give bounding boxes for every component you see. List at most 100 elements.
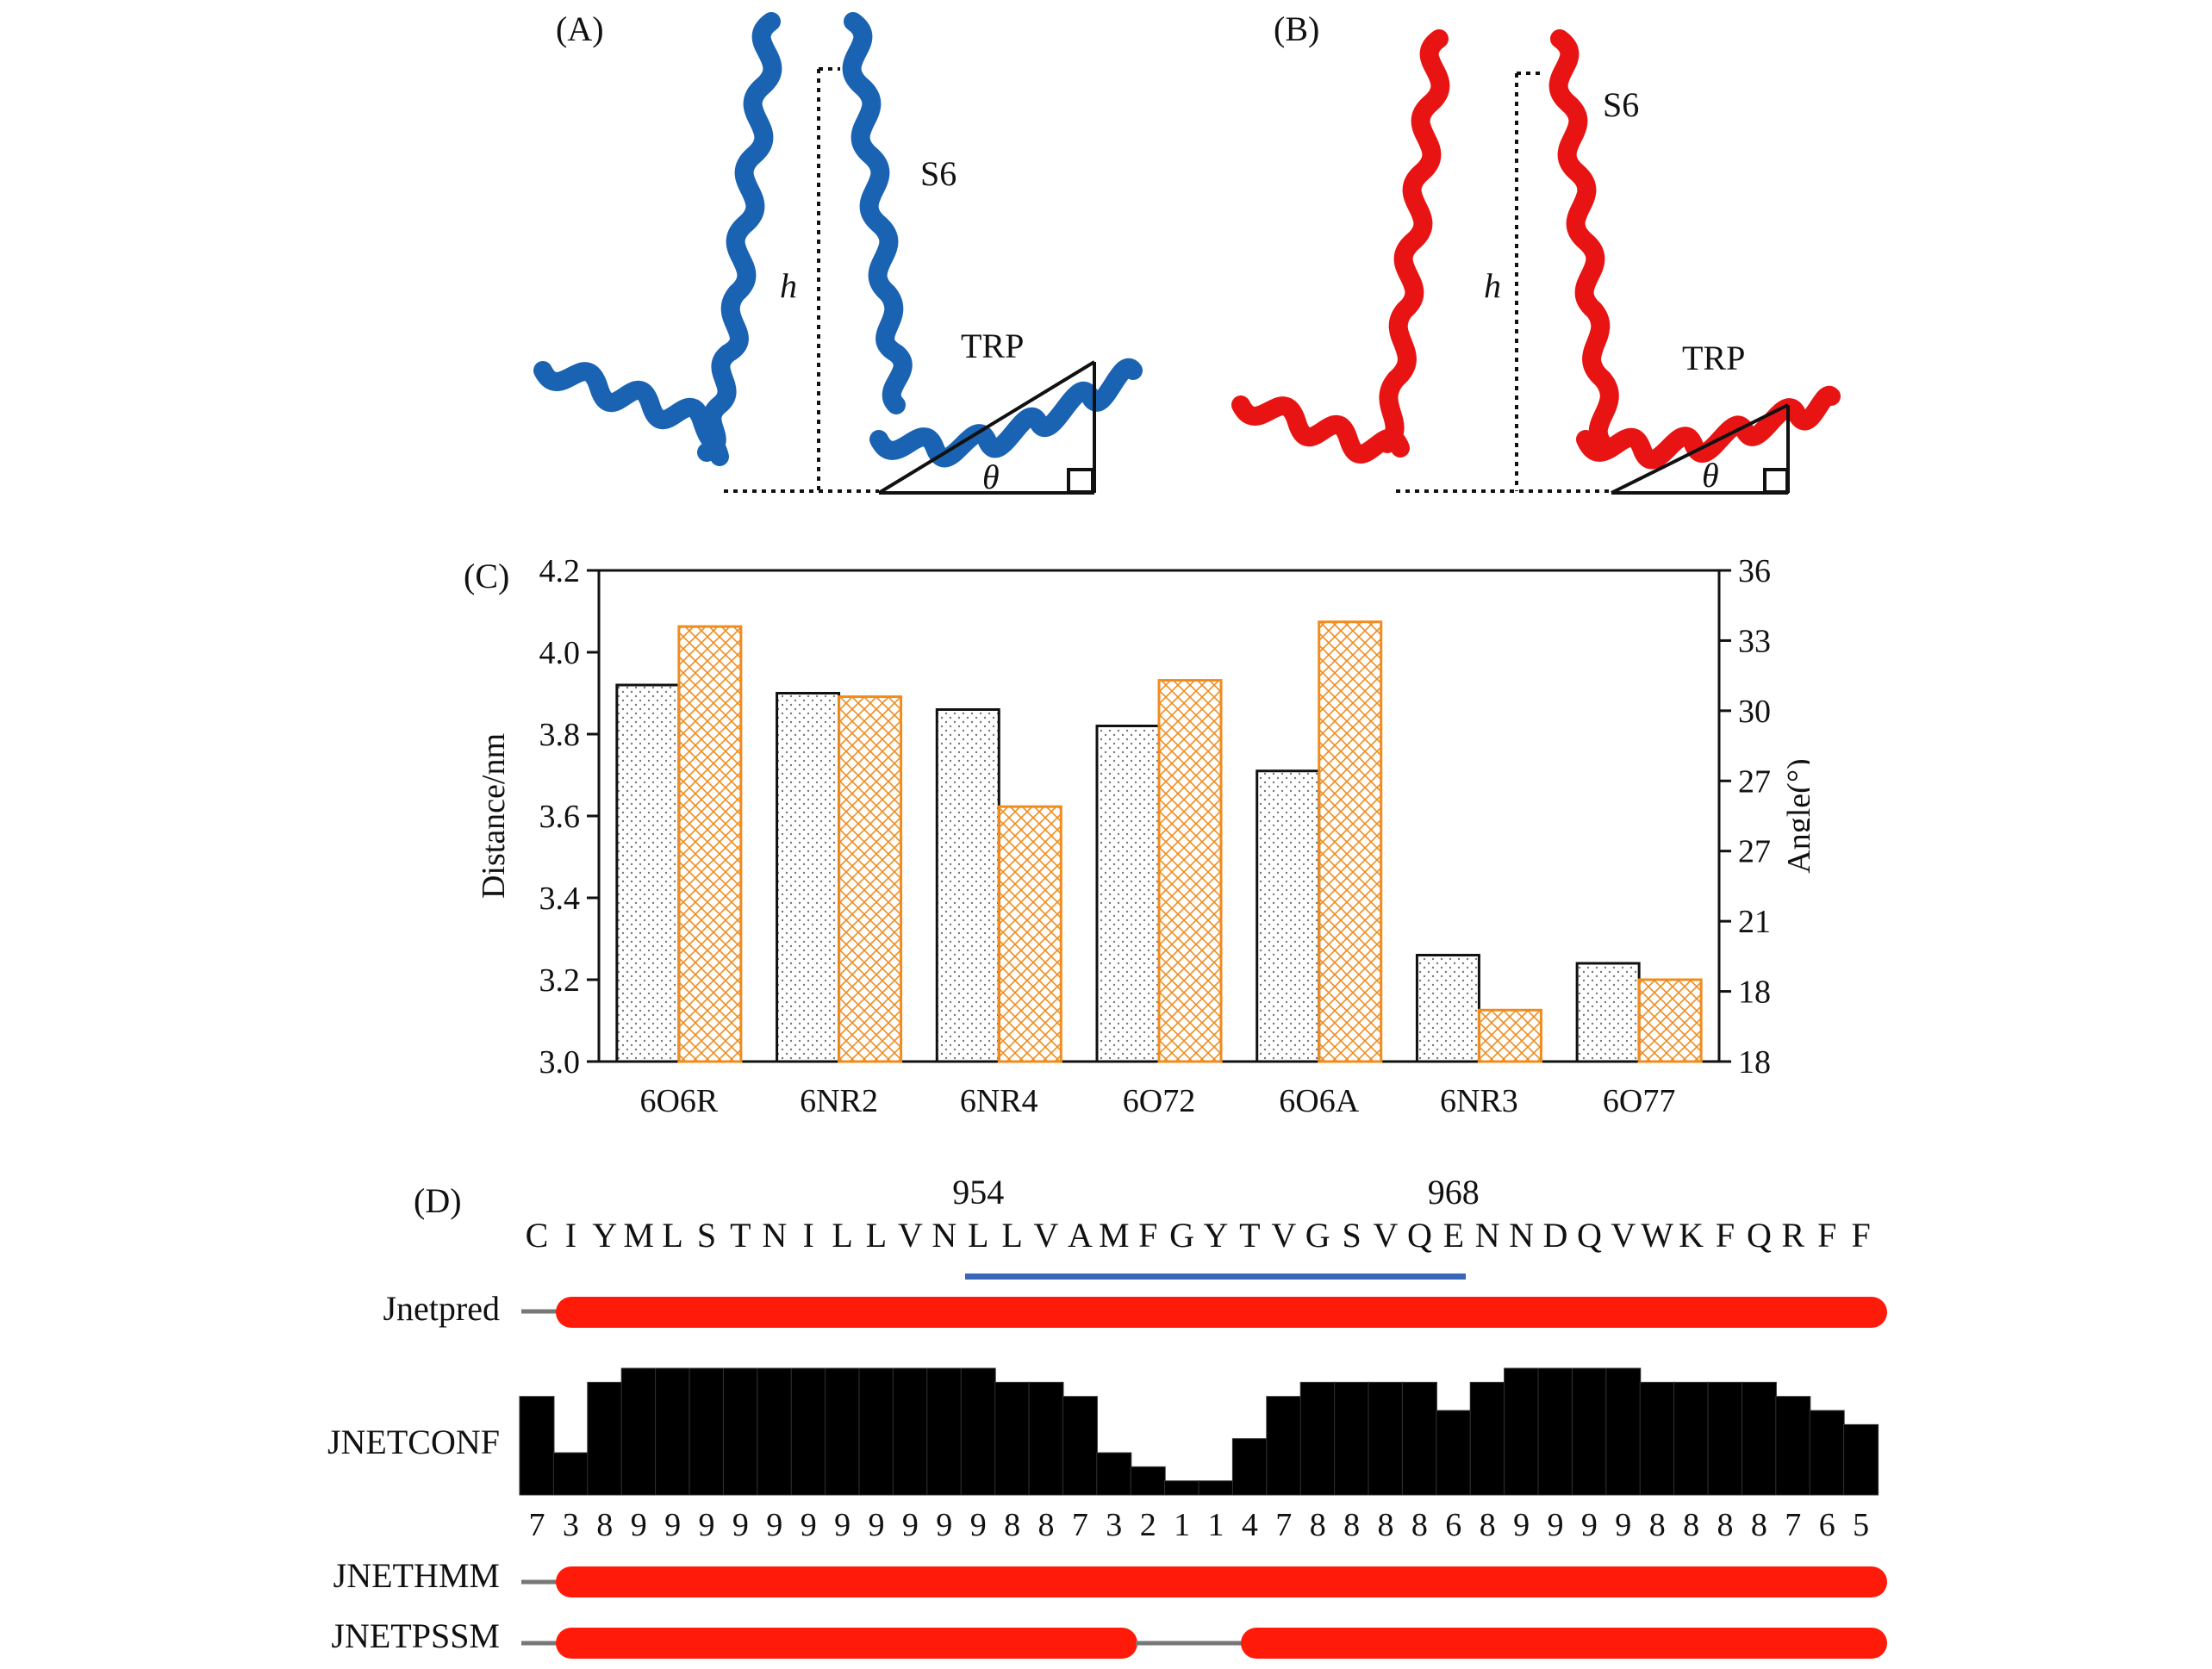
confidence-digit: 2 [1139,1507,1156,1543]
sequence-residue: F [1851,1216,1871,1255]
jnethmm-helix [556,1566,1887,1597]
bar-angle [1637,978,1703,1063]
confidence-bar [757,1367,793,1496]
confidence-bar [689,1367,725,1496]
bar-chart: 3.0 3.2 3.4 3.6 3.8 4.0 4.2 18 18 21 27 27 30 33 36 Dis… [476,553,1810,1119]
sequence-residue: M [623,1216,654,1255]
sequence-residue: N [1509,1216,1535,1255]
confidence-bar [1707,1381,1743,1496]
confidence-digit: 9 [936,1507,953,1543]
confidence-digit: 8 [1377,1507,1394,1543]
sequence-residue: T [1239,1216,1261,1255]
confidence-bar [994,1381,1031,1496]
sequence-residue: V [1611,1216,1636,1255]
left-tick-label: 3.2 [539,962,581,999]
confidence-bar [960,1367,996,1496]
sequence-residue: R [1781,1216,1805,1255]
confidence-bar [587,1381,623,1496]
confidence-digit: 9 [800,1507,817,1543]
right-tick-label: 30 [1738,694,1771,730]
confidence-digit: 8 [1411,1507,1428,1543]
confidence-digit: 8 [1343,1507,1361,1543]
sequence-residue: V [1033,1216,1059,1255]
panel-b-s6-label: S6 [1603,85,1640,124]
panel-b-label: (B) [1274,9,1320,48]
category-label: 6O77 [1603,1083,1675,1119]
confidence-digit: 8 [1683,1507,1700,1543]
confidence-digit: 8 [1648,1507,1666,1543]
confidence-digit: 7 [1071,1507,1088,1543]
confidence-digit: 8 [1717,1507,1734,1543]
panel-a-label: (A) [556,9,604,48]
category-label: 6NR3 [1440,1083,1518,1119]
sequence-residue: G [1169,1216,1195,1255]
confidence-bar [1231,1438,1268,1496]
confidence-digit: 8 [1037,1507,1055,1543]
confidence-bar [1130,1466,1166,1496]
sequence-residue: S [696,1216,717,1255]
panel-a-s6-label: S6 [920,154,957,193]
sequence-residue: I [802,1216,814,1255]
sequence-residue: N [1474,1216,1500,1255]
confidence-bar [1198,1480,1234,1496]
right-tick-label: 21 [1738,904,1771,940]
confidence-digit: 6 [1445,1507,1462,1543]
bar-angle [997,805,1062,1063]
panel-b-theta-label: θ [1702,456,1719,495]
confidence-bar [1504,1367,1540,1496]
jnetconf-label: JNETCONF [327,1423,500,1461]
panel-a-left-helix [697,12,782,462]
bar-angle [1477,1008,1542,1063]
confidence-bar [926,1367,963,1496]
bar-distance [935,708,1000,1063]
confidence-bar [858,1367,894,1496]
confidence-digit: 9 [732,1507,749,1543]
panel-b-h-label: h [1484,266,1501,305]
bar-distance [776,692,841,1063]
sequence-residue: A [1067,1216,1093,1255]
panel-a-theta-label: θ [982,458,1000,496]
confidence-bar [1673,1381,1710,1496]
confidence-digit: 9 [1547,1507,1564,1543]
jnetpssm-label: JNETPSSM [331,1616,500,1655]
sequence-residue: C [525,1216,549,1255]
highlighted-region-bar [965,1274,1467,1280]
confidence-bar [1028,1381,1064,1496]
left-tick-label: 3.6 [539,799,581,835]
confidence-digit: 9 [868,1507,885,1543]
confidence-bar [519,1396,555,1496]
panel-b-right-helix [1548,29,1619,453]
category-label: 6NR4 [960,1083,1038,1119]
left-tick-label: 4.0 [539,635,581,671]
bar-angle [838,695,903,1063]
sequence-residue: L [662,1216,683,1255]
right-tick-label: 36 [1738,553,1771,589]
confidence-digit: 8 [1479,1507,1496,1543]
confidence-bar [790,1367,826,1496]
confidence-bar [1062,1396,1098,1496]
sequence-residue: K [1679,1216,1704,1255]
panel-a-h-label: h [780,266,797,305]
bar-angle [1318,620,1383,1063]
sequence-residue: N [762,1216,788,1255]
sequence-residue: Y [1203,1216,1229,1255]
confidence-bar [1469,1381,1505,1496]
panel-b-trp-label: TRP [1682,339,1746,377]
confidence-bar [1266,1396,1302,1496]
jnetpssm-helix-1 [556,1628,1137,1659]
sequence-residue: G [1305,1216,1330,1255]
confidence-bar [1096,1452,1132,1496]
confidence-bar [1741,1381,1777,1496]
jnethmm-label: JNETHMM [333,1556,500,1595]
left-tick-label: 3.4 [539,881,581,917]
sequence-residue: V [897,1216,923,1255]
right-tick-label: 18 [1738,1044,1771,1080]
confidence-bar [892,1367,928,1496]
y-axis-label: Distance/nm [476,733,512,899]
sequence-residue: T [730,1216,751,1255]
category-label: 6O6A [1279,1083,1359,1119]
sequence-residue: E [1442,1216,1465,1255]
sequence-residue: D [1542,1216,1568,1255]
sequence-residue: W [1641,1216,1674,1255]
sequence-residue: Y [592,1216,618,1255]
